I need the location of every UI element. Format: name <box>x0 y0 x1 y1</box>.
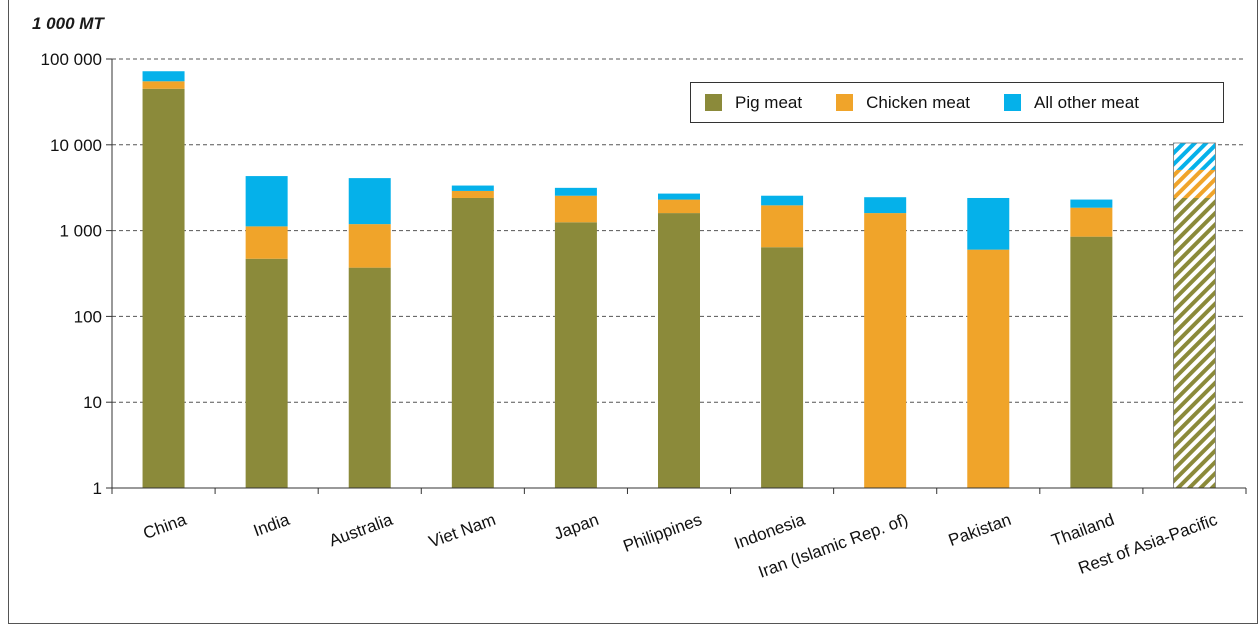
y-tick-label: 1 000 <box>59 222 102 241</box>
bar-stack-japan <box>554 187 597 488</box>
y-tick-label: 100 <box>74 307 102 326</box>
bar-stack-india <box>245 176 288 488</box>
bar-segment-pig <box>451 197 494 488</box>
bar-segment-pig <box>142 88 185 488</box>
bar-stack-indonesia <box>761 195 804 488</box>
x-tick-label: Pakistan <box>946 510 1014 550</box>
bar-segment-other <box>142 71 185 82</box>
legend-label-pig: Pig meat <box>735 92 803 112</box>
x-tick-label: Thailand <box>1049 510 1117 550</box>
bar-segment-chicken <box>348 224 391 268</box>
legend-swatch-chicken <box>836 94 854 111</box>
bar-segment-chicken <box>1070 207 1113 237</box>
bar-segment-other <box>658 193 700 200</box>
legend-label-chicken: Chicken meat <box>866 92 971 112</box>
bar-segment-chicken <box>658 199 700 214</box>
bar-segment-chicken <box>451 190 494 198</box>
bar-stack-viet-nam <box>451 185 494 488</box>
y-tick-labels: 1 10 100 1 000 10 000 100 000 <box>41 50 102 498</box>
bar-stack-thailand <box>1070 199 1113 488</box>
bar-segment-other <box>451 185 494 191</box>
bar-segment-pig <box>658 213 700 489</box>
bar-segment-other <box>967 197 1010 250</box>
y-tick-label: 10 000 <box>50 136 102 155</box>
x-tick-label: China <box>141 510 190 543</box>
bar-stack-pakistan <box>967 197 1010 488</box>
x-tick-labels: China India Australia Viet Nam Japan Philippi… <box>141 510 1221 582</box>
legend-item-other: All other meat <box>1004 93 1139 113</box>
bar-segment-pig <box>761 247 804 488</box>
bar-stack-philippines <box>658 193 700 489</box>
bar-segment-pig <box>348 267 391 488</box>
legend-item-chicken: Chicken meat <box>836 93 970 113</box>
bar-segment-chicken <box>967 249 1010 488</box>
bar-segment-other <box>864 197 907 214</box>
bar-segment-other <box>348 178 391 225</box>
legend: Pig meat Chicken meat All other meat <box>690 82 1224 123</box>
bar-segment-chicken <box>761 205 804 248</box>
legend-item-pig: Pig meat <box>705 93 802 113</box>
legend-swatch-other <box>1004 94 1022 111</box>
bar-segment-chicken <box>1173 169 1216 198</box>
bar-segment-pig <box>1173 197 1216 488</box>
bar-segment-other <box>1070 199 1113 208</box>
axes <box>111 59 1247 494</box>
bar-stack-china <box>142 71 185 488</box>
bar-segment-other <box>554 187 597 196</box>
y-axis-unit-label: 1 000 MT <box>32 14 104 33</box>
bar-segment-chicken <box>864 213 907 489</box>
bar-stack-rest-of-asia-pacific <box>1173 142 1216 489</box>
x-tick-label: Philippines <box>621 510 705 556</box>
bar-stack-iran-islamic-rep-of- <box>864 197 907 489</box>
bar-segment-chicken <box>554 195 597 223</box>
bar-segment-other <box>761 195 804 206</box>
bar-segment-pig <box>245 258 288 488</box>
bar-segment-other <box>1173 142 1216 170</box>
x-tick-label: Viet Nam <box>426 510 498 552</box>
bar-segment-other <box>245 176 288 227</box>
legend-swatch-pig <box>705 94 722 111</box>
bar-segment-pig <box>554 222 597 488</box>
bar-stacks <box>142 71 1216 489</box>
x-tick-label: Japan <box>551 510 601 544</box>
y-tick-label: 1 <box>93 479 102 498</box>
x-tick-label: Australia <box>326 510 395 551</box>
bar-segment-pig <box>1070 236 1113 488</box>
bar-segment-chicken <box>142 81 185 89</box>
bar-stack-australia <box>348 178 391 488</box>
bar-segment-chicken <box>245 226 288 259</box>
x-tick-label: Indonesia <box>732 510 808 553</box>
chart-frame <box>8 0 1258 624</box>
y-tick-label: 10 <box>83 393 102 412</box>
legend-label-other: All other meat <box>1034 92 1139 112</box>
y-tick-label: 100 000 <box>41 50 102 69</box>
x-tick-label: India <box>251 510 293 541</box>
